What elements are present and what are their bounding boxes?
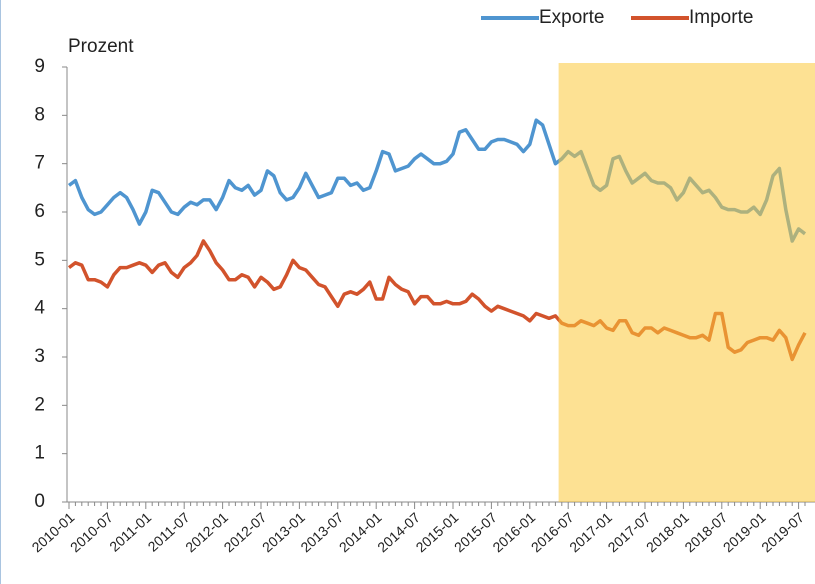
y-tick-label: 7 bbox=[34, 153, 45, 174]
y-tick-label: 4 bbox=[34, 298, 45, 319]
x-tick-label: 2010-07 bbox=[67, 509, 116, 555]
y-axis-label: Prozent bbox=[68, 36, 134, 57]
legend-label: Exporte bbox=[539, 7, 604, 28]
y-tick-label: 5 bbox=[34, 249, 45, 270]
y-tick-label: 2 bbox=[34, 394, 45, 415]
y-tick-label: 8 bbox=[34, 104, 45, 125]
x-tick-label: 2019-07 bbox=[758, 509, 807, 555]
y-tick-label: 0 bbox=[34, 491, 45, 512]
y-tick-label: 9 bbox=[34, 56, 45, 77]
y-tick-label: 6 bbox=[34, 201, 45, 222]
y-tick-label: 3 bbox=[34, 346, 45, 367]
x-tick-label: 2011-01 bbox=[106, 509, 154, 555]
highlight-region bbox=[558, 63, 815, 502]
y-tick-label: 1 bbox=[34, 443, 45, 464]
legend-label: Importe bbox=[689, 7, 753, 28]
